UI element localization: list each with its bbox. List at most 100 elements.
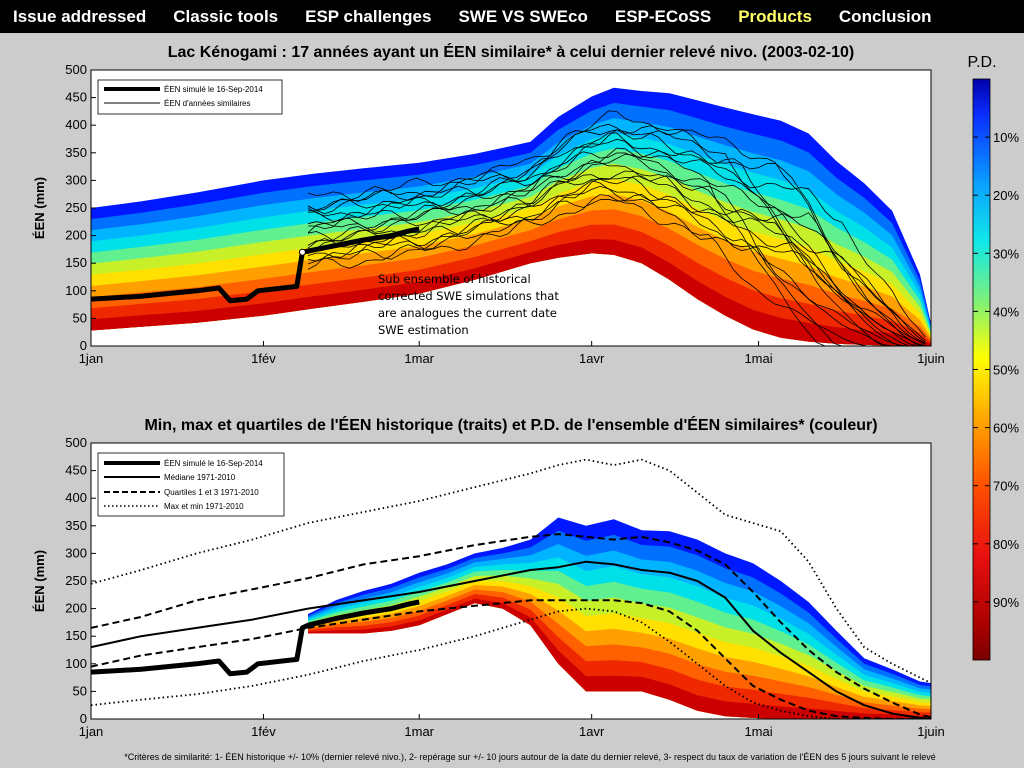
chart-top-legend-entry-0: ÉEN simulé le 16-Sep-2014 <box>164 85 263 94</box>
chart-bottom-legend-entry-0: ÉEN simulé le 16-Sep-2014 <box>164 459 263 468</box>
y-tick-label-3: 150 <box>65 255 87 270</box>
y-tick-label-2: 100 <box>65 283 87 298</box>
chart-bottom-legend-entry-2: Quartiles 1 et 3 1971-2010 <box>164 488 259 497</box>
x-tick-label-1: 1fév <box>251 351 276 366</box>
y-tick-label-0: 0 <box>80 711 87 726</box>
x-tick-label-2: 1mar <box>404 724 434 739</box>
colorbar-tick-label-3: 40% <box>993 304 1019 319</box>
chart-top-envelope <box>91 87 931 346</box>
survey-point-marker <box>298 248 306 256</box>
y-tick-label-0: 0 <box>80 338 87 353</box>
chart-top-simulated <box>91 226 420 304</box>
similar-year-line-13 <box>307 175 926 341</box>
colorbar-tick-label-6: 70% <box>993 479 1019 494</box>
colorbar-ticks: 10% 20% 30% 40% 50% 60% 70% 80% 90% <box>973 130 1019 610</box>
similar-year-line-8 <box>307 159 926 343</box>
chart-bottom-title: Min, max et quartiles de l'ÉEN historiqu… <box>144 415 877 434</box>
simulated-line <box>91 226 420 304</box>
y-tick-label-4: 200 <box>65 601 87 616</box>
colorbar: P.D. 10% 20% 30% 40% 50% 60% 70% 80% 90% <box>967 54 1019 661</box>
colorbar-tick-label-8: 90% <box>993 595 1019 610</box>
chart-top-title: Lac Kénogami : 17 années ayant un ÉEN si… <box>168 42 855 61</box>
x-tick-label-0: 1jan <box>79 351 104 366</box>
chart-top-x-ticks: 1jan 1fév 1mar 1avr 1mai 1juin <box>79 341 945 366</box>
colorbar-tick-label-7: 80% <box>993 537 1019 552</box>
chart-bottom-y-ticks: 0 50 100 150 200 250 300 350 400 450 500 <box>65 435 96 726</box>
y-tick-label-6: 300 <box>65 545 87 560</box>
similar-year-line-16 <box>307 129 926 344</box>
chart-top: Lac Kénogami : 17 années ayant un ÉEN si… <box>32 42 945 366</box>
chart-top-annotation: Sub ensemble of historical corrected SWE… <box>378 272 563 337</box>
chart-top-legend: ÉEN simulé le 16-Sep-2014 ÉEN d'années s… <box>97 79 283 115</box>
chart-bottom-ylabel: ÉEN (mm) <box>32 550 47 612</box>
similar-year-line-4 <box>307 132 926 338</box>
y-tick-label-2: 100 <box>65 656 87 671</box>
chart-bottom: Min, max et quartiles de l'ÉEN historiqu… <box>32 415 945 739</box>
colorbar-tick-label-1: 20% <box>993 188 1019 203</box>
colorbar-tick-label-4: 50% <box>993 363 1019 378</box>
y-tick-label-10: 500 <box>65 62 87 77</box>
nav-item-2[interactable]: ESP challenges <box>305 6 432 26</box>
y-tick-label-7: 350 <box>65 518 87 533</box>
similar-year-line-0 <box>307 194 926 346</box>
series-line-3 <box>91 599 931 719</box>
colorbar-tick-label-5: 60% <box>993 421 1019 436</box>
similar-year-line-15 <box>307 138 926 346</box>
similar-year-line-6 <box>307 193 926 346</box>
x-tick-label-0: 1jan <box>79 724 104 739</box>
similar-year-line-5 <box>307 123 926 346</box>
x-tick-label-5: 1juin <box>917 724 944 739</box>
y-tick-label-8: 400 <box>65 117 87 132</box>
x-tick-label-3: 1avr <box>579 724 605 739</box>
chart-top-ylabel: ÉEN (mm) <box>32 177 47 239</box>
similar-year-line-12 <box>307 185 926 345</box>
nav-item-1[interactable]: Classic tools <box>173 6 279 26</box>
y-tick-label-1: 50 <box>73 310 87 325</box>
series-line-0 <box>91 599 420 677</box>
chart-bottom-x-ticks: 1jan 1fév 1mar 1avr 1mai 1juin <box>79 714 945 739</box>
annotation-line-3: SWE estimation <box>378 323 469 337</box>
nav-item-3[interactable]: SWE VS SWEco <box>458 6 588 26</box>
y-tick-label-9: 450 <box>65 90 87 105</box>
x-tick-label-4: 1mai <box>744 724 772 739</box>
similar-year-line-2 <box>307 170 926 346</box>
nav-item-6[interactable]: Conclusion <box>838 6 932 26</box>
colorbar-tick-label-0: 10% <box>993 130 1019 145</box>
series-line-1 <box>91 560 931 719</box>
chart-bottom-legend-entry-1: Médiane 1971-2010 <box>164 473 236 482</box>
nav-item-5[interactable]: Products <box>738 6 812 26</box>
colorbar-title: P.D. <box>967 54 996 71</box>
y-tick-label-3: 150 <box>65 628 87 643</box>
y-tick-label-4: 200 <box>65 228 87 243</box>
series-line-2 <box>91 533 931 719</box>
y-tick-label-6: 300 <box>65 172 87 187</box>
y-tick-label-1: 50 <box>73 683 87 698</box>
y-tick-label-5: 250 <box>65 200 87 215</box>
nav-item-4[interactable]: ESP-ECoSS <box>614 6 712 26</box>
x-tick-label-4: 1mai <box>744 351 772 366</box>
annotation-line-0: Sub ensemble of historical <box>378 272 531 286</box>
similar-year-line-11 <box>307 110 926 346</box>
chart-top-similar-years <box>307 110 926 346</box>
envelope-band-8 <box>308 589 931 719</box>
chart-bottom-envelope <box>308 517 931 719</box>
x-tick-label-1: 1fév <box>251 724 276 739</box>
y-tick-label-8: 400 <box>65 490 87 505</box>
annotation-line-2: are analogues the current date <box>378 306 557 320</box>
chart-bottom-legend-entry-3: Max et min 1971-2010 <box>164 502 244 511</box>
nav-item-0[interactable]: Issue addressed <box>13 6 147 26</box>
colorbar-tick-label-2: 30% <box>993 246 1019 261</box>
x-tick-label-2: 1mar <box>404 351 434 366</box>
similar-year-line-3 <box>307 147 926 345</box>
y-tick-label-5: 250 <box>65 573 87 588</box>
x-tick-label-5: 1juin <box>917 351 944 366</box>
footnote: *Critères de similarité: 1- ÉEN historiq… <box>124 752 936 762</box>
annotation-line-1: corrected SWE simulations that <box>378 289 559 303</box>
y-tick-label-10: 500 <box>65 435 87 450</box>
chart-bottom-series <box>91 458 931 719</box>
chart-bottom-legend: ÉEN simulé le 16-Sep-2014 Médiane 1971-2… <box>97 452 285 517</box>
y-tick-label-7: 350 <box>65 145 87 160</box>
chart-top-y-ticks: 0 50 100 150 200 250 300 350 400 450 500 <box>65 62 96 353</box>
y-tick-label-9: 450 <box>65 463 87 478</box>
